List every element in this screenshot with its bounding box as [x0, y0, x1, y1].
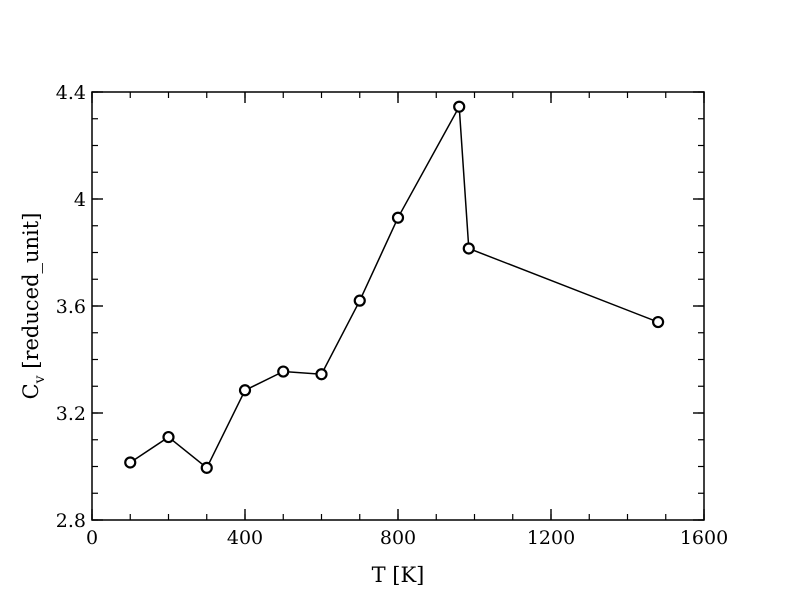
x-tick-labels: 0 400 800 1200 1600	[86, 527, 728, 549]
data-point-marker	[453, 100, 466, 113]
x-tick-label: 0	[86, 527, 98, 549]
x-tick-label: 1200	[527, 527, 575, 549]
data-point-marker	[124, 456, 137, 469]
data-point-marker	[462, 242, 475, 255]
x-axis-title: T [K]	[372, 563, 425, 587]
x-tick-label: 400	[227, 527, 263, 549]
data-point-marker	[651, 315, 665, 329]
plot-frame	[91, 91, 705, 521]
y-tick-label: 4.4	[56, 82, 86, 104]
y-axis-title-main: C	[19, 383, 43, 399]
axis-ticks	[91, 91, 705, 521]
y-tick-label: 3.2	[56, 403, 86, 425]
data-point-marker	[162, 430, 175, 444]
x-tick-label: 800	[380, 527, 416, 549]
x-tick-label: 1600	[680, 527, 728, 549]
data-point-marker	[200, 461, 213, 474]
y-tick-labels: 2.8 3.2 3.6 4 4.4	[56, 82, 86, 532]
y-tick-label: 3.6	[56, 296, 86, 318]
series-layer	[124, 100, 665, 474]
data-point-marker	[353, 294, 366, 307]
data-point-marker	[277, 365, 290, 378]
y-axis-title-subscript: v	[32, 375, 48, 384]
y-tick-label: 4	[74, 189, 86, 211]
data-point-marker	[315, 368, 328, 381]
y-tick-label: 2.8	[56, 510, 86, 532]
y-axis-title-rest: [reduced_unit]	[19, 213, 43, 376]
series-line	[129, 104, 659, 469]
y-axis-title: Cv [reduced_unit]	[19, 213, 48, 400]
data-point-marker	[238, 384, 252, 397]
data-point-marker	[391, 211, 405, 224]
